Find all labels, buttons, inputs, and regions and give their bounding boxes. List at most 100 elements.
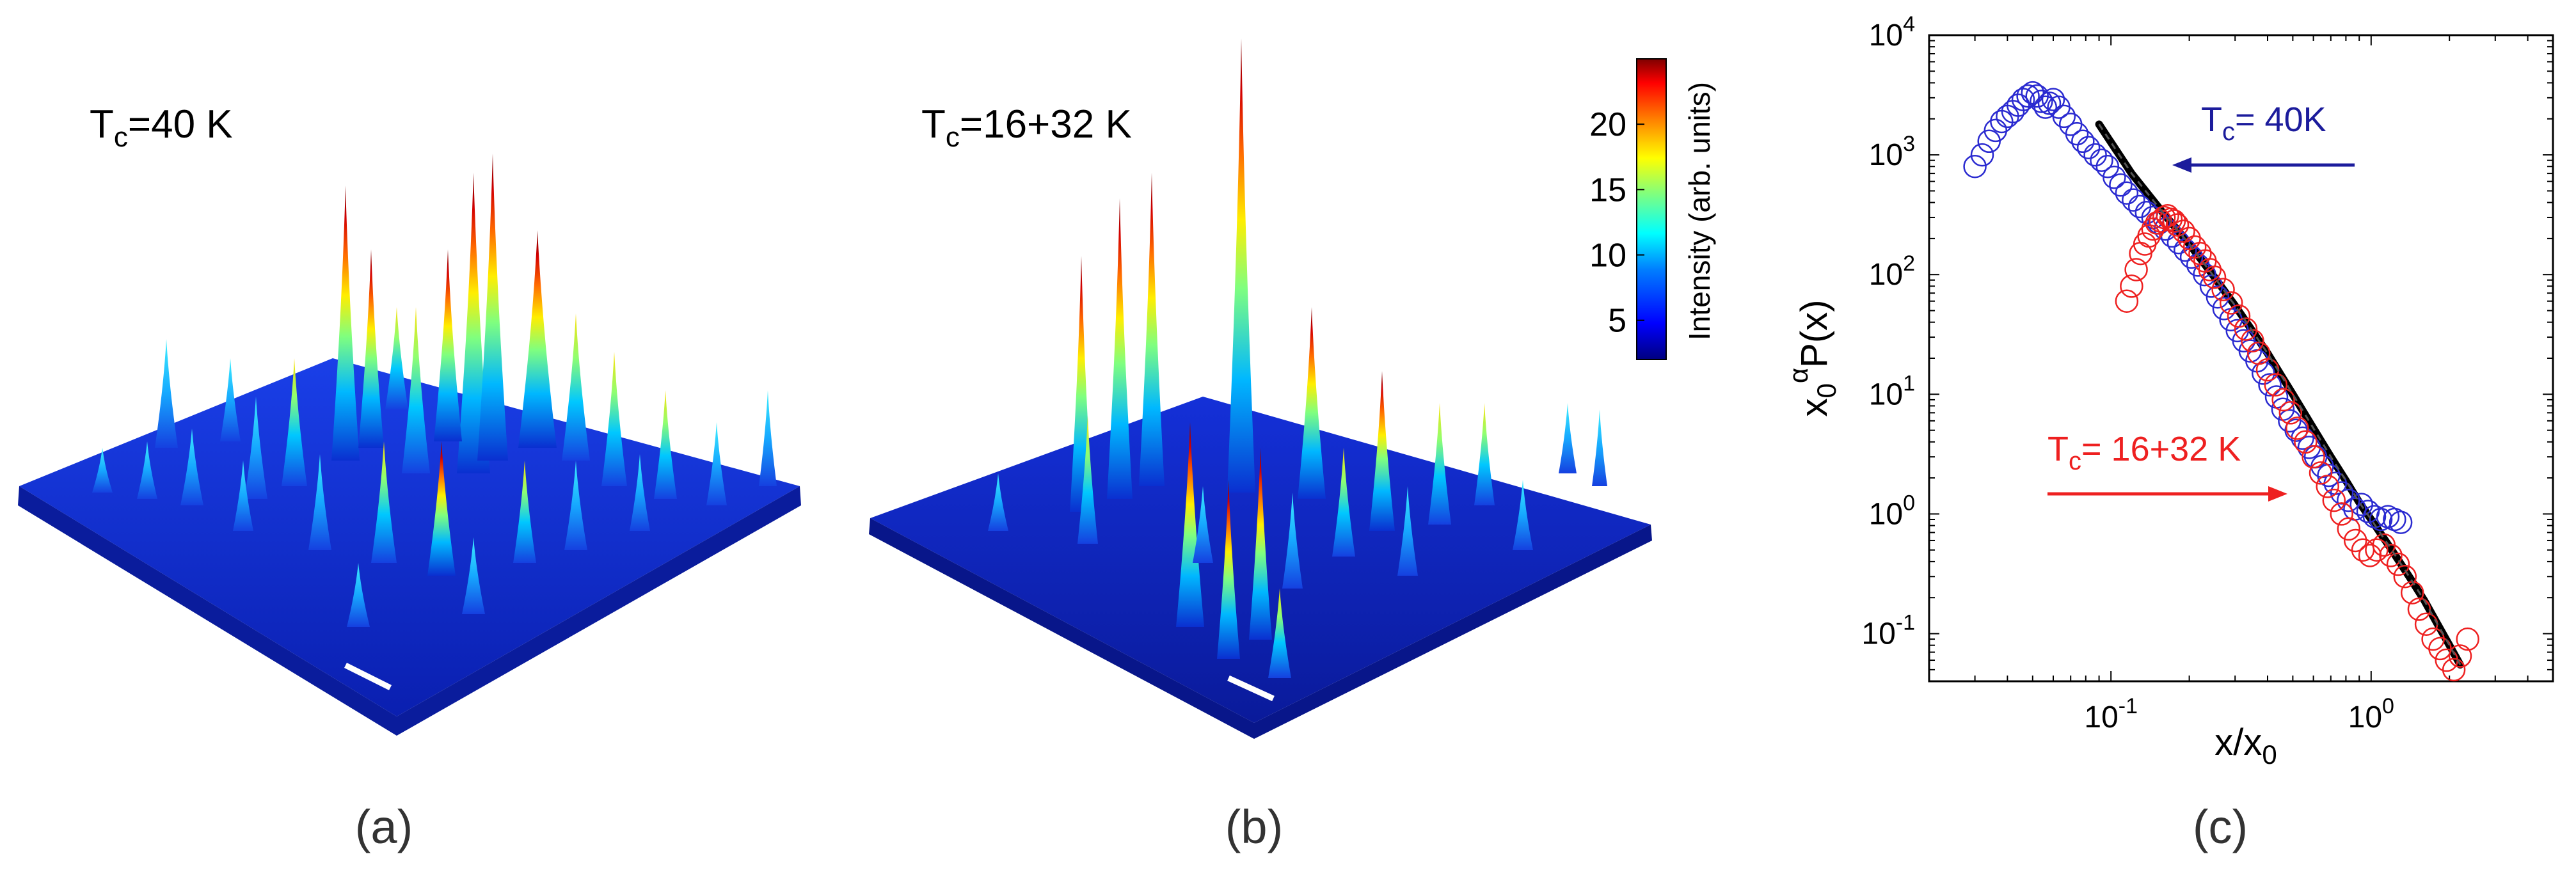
panel-a-title: Tc=40 K [90, 102, 233, 153]
data-point-red [2322, 488, 2346, 512]
panel-a-peak [371, 441, 397, 563]
data-point-blue [2127, 194, 2152, 219]
data-point-red [2330, 502, 2353, 526]
data-point-red [2294, 430, 2318, 454]
colorbar: 20 15 10 5 Intensity (arb. units) [1589, 58, 1716, 360]
y-axis-title: x0αP(x) [1783, 300, 1841, 417]
panel-a-peak [331, 186, 360, 461]
panel-a-peak [654, 390, 677, 499]
panel-a-peak [244, 397, 267, 499]
colorbar-tick-label: 10 [1589, 237, 1626, 274]
panel-b-scalebar [1227, 675, 1275, 702]
panel-a-peak [282, 358, 307, 486]
panel-b-peak [1268, 589, 1291, 678]
data-point-red [2219, 291, 2243, 315]
panel-a-peak [402, 307, 430, 473]
y-tick-label: 100 [1869, 491, 1915, 531]
panel-a-peak [92, 448, 113, 493]
data-point-red [2448, 644, 2472, 668]
data-point-blue [2052, 104, 2076, 129]
panel-b-peaks [988, 38, 1607, 678]
panel-a-peak [220, 358, 241, 441]
data-point-blue [2033, 95, 2058, 119]
data-point-blue [2016, 84, 2040, 108]
data-point-red [2365, 538, 2389, 562]
colorbar-label: Intensity (arb. units) [1683, 82, 1716, 340]
data-point-red [2337, 517, 2361, 541]
data-point-red [2211, 278, 2235, 301]
data-point-blue [2083, 143, 2107, 167]
colorbar-ticks: 20 15 10 5 [1589, 106, 1644, 340]
panel-b-peak [1559, 403, 1577, 473]
y-tick-label: 102 [1869, 251, 1915, 292]
panel-a-peak [562, 313, 590, 461]
panel-b-peak [1282, 493, 1303, 589]
data-point-red [2202, 265, 2227, 289]
fit-line-dashed [2098, 123, 2461, 665]
data-point-red [2198, 258, 2222, 281]
data-point-blue [2109, 173, 2133, 197]
panel-c-label: (c) [2193, 800, 2248, 853]
panel-a-surface [19, 358, 800, 716]
data-point-red [2115, 289, 2139, 313]
colorbar-gradient [1636, 58, 1667, 360]
panel-a-peak [434, 249, 462, 441]
annotation-blue: Tc= 40K [2201, 100, 2326, 146]
colorbar-tick-label: 15 [1589, 171, 1626, 209]
data-point-blue [2122, 188, 2145, 212]
panel-a-peak [630, 454, 650, 531]
data-point-blue [2251, 361, 2275, 385]
x-tick-label: 100 [2348, 694, 2394, 734]
colorbar-tick-label: 5 [1608, 303, 1626, 340]
data-point-red [2302, 445, 2325, 469]
panel-b-peak [1298, 307, 1326, 499]
panel-b-peak [1592, 409, 1607, 486]
panel-a-peaks [92, 154, 777, 627]
panel-a-peak [155, 339, 178, 448]
data-point-blue [2006, 93, 2030, 117]
data-point-blue [2041, 88, 2065, 111]
panel-a-scalebar [344, 662, 392, 691]
data-point-blue [2076, 136, 2101, 160]
panel-a-peak [706, 422, 727, 505]
panel-a-peak [180, 429, 203, 505]
panel-a-peak [601, 352, 627, 486]
panel-b-peak [1474, 403, 1495, 505]
data-point-blue [2212, 297, 2236, 320]
panel-a-peak [518, 230, 557, 448]
panel-b-peak [1193, 486, 1213, 563]
data-point-blue [2206, 285, 2230, 309]
data-point-red [2264, 373, 2288, 397]
panel-b-label: (b) [1225, 800, 1283, 853]
data-point-blue [2065, 122, 2089, 146]
data-point-blue [2389, 510, 2413, 534]
data-point-red [2379, 544, 2403, 567]
data-point-red [2456, 627, 2479, 651]
data-point-blue [2071, 129, 2095, 154]
data-point-blue [2199, 274, 2223, 298]
data-point-red [2227, 304, 2251, 328]
data-point-red [2278, 401, 2303, 425]
panel-b-peak [988, 473, 1008, 531]
data-point-blue [2284, 418, 2308, 442]
data-point-red [2172, 219, 2195, 243]
data-point-blue [2030, 90, 2053, 113]
data-point-red [2351, 538, 2375, 562]
panel-a-peak [477, 154, 508, 461]
panel-b-peak [1217, 480, 1240, 659]
panel-a-peak [564, 461, 587, 550]
y-tick-label: 103 [1869, 132, 1915, 172]
panel-a-peak [347, 563, 370, 627]
data-point-blue [2337, 488, 2360, 512]
x-tick-label: 10-1 [2084, 694, 2138, 734]
data-point-red [2316, 475, 2339, 498]
panel-a-peak [462, 537, 485, 614]
data-point-blue [2383, 507, 2406, 532]
data-point-red [2343, 528, 2367, 553]
data-point-red [2137, 224, 2161, 248]
panel-a-peak [759, 390, 777, 486]
data-point-red [2165, 213, 2190, 237]
panel-b-peak [1227, 38, 1255, 493]
